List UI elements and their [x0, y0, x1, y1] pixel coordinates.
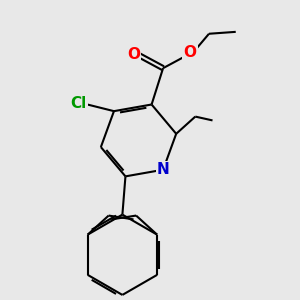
Text: O: O — [183, 45, 196, 60]
Text: Cl: Cl — [70, 96, 87, 111]
Text: N: N — [157, 162, 169, 177]
Text: O: O — [127, 46, 140, 62]
